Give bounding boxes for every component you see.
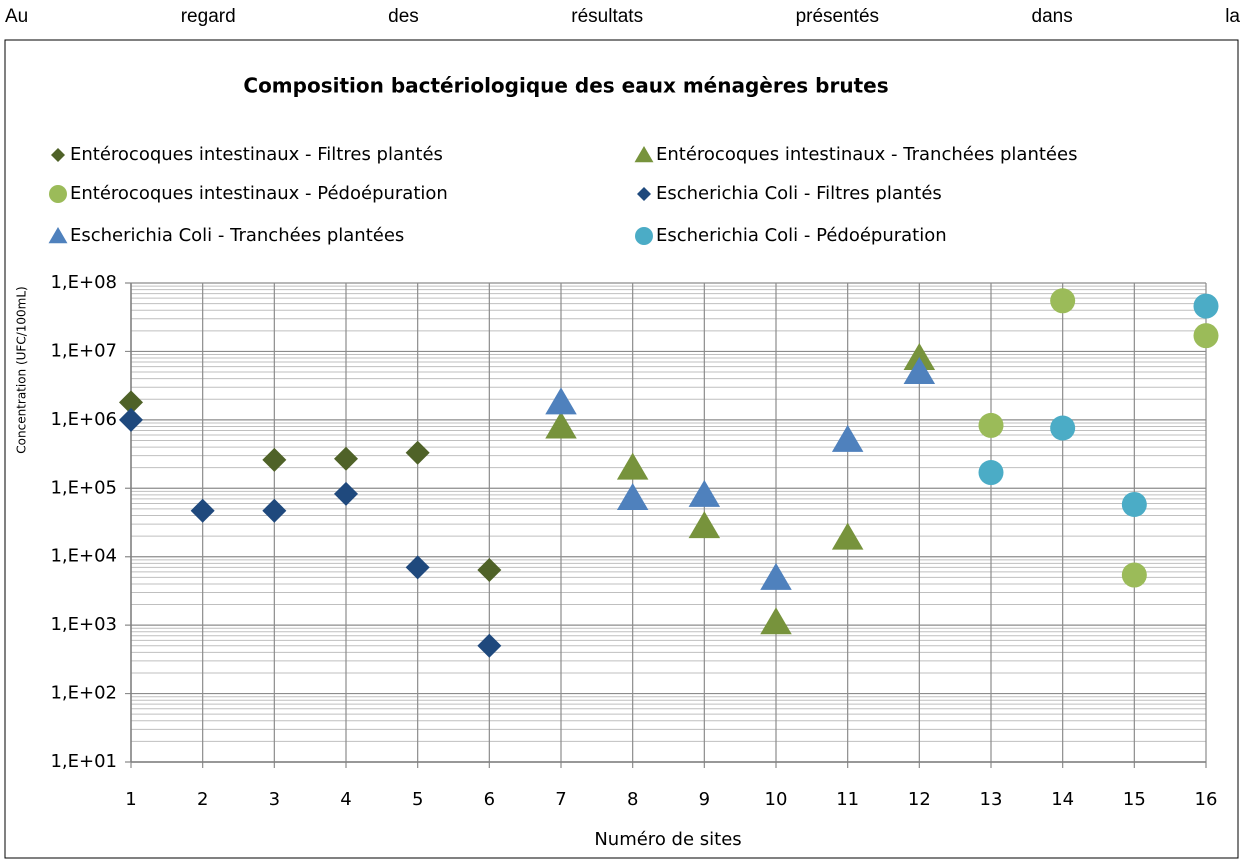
data-point <box>616 483 649 511</box>
legend-marker <box>637 187 651 201</box>
y-tick-label: 1,E+05 <box>50 477 117 498</box>
x-tick-label: 2 <box>197 789 208 810</box>
legend-label: Escherichia Coli - Tranchées plantées <box>70 225 404 246</box>
x-tick-label: 8 <box>627 789 638 810</box>
legend-marker <box>635 227 653 245</box>
data-point <box>1193 293 1219 319</box>
x-tick-label: 16 <box>1195 789 1218 810</box>
x-tick-label: 11 <box>836 789 859 810</box>
data-point <box>477 557 502 582</box>
chart-border <box>4 39 1239 859</box>
data-point <box>831 424 864 452</box>
y-axis-label: Concentration (UFC/100mL) <box>15 286 29 453</box>
x-tick-label: 6 <box>484 789 495 810</box>
legend-label: Escherichia Coli - Pédoépuration <box>656 225 947 246</box>
data-point <box>1193 323 1219 349</box>
x-tick-label: 5 <box>412 789 423 810</box>
legend-marker <box>634 146 654 163</box>
y-tick-label: 1,E+07 <box>50 340 117 361</box>
data-point <box>190 498 215 523</box>
legend-label: Entérocoques intestinaux - Pédoépuration <box>70 183 448 204</box>
x-tick-label: 4 <box>340 789 351 810</box>
data-point <box>334 446 358 471</box>
x-tick-label: 1 <box>125 789 136 810</box>
data-point <box>688 511 721 539</box>
x-tick-label: 15 <box>1123 789 1146 810</box>
data-point <box>903 343 936 371</box>
legend-label: Entérocoques intestinaux - Tranchées pla… <box>656 144 1077 165</box>
data-point <box>262 447 287 472</box>
data-point <box>119 390 143 415</box>
data-point <box>545 387 577 415</box>
data-point <box>262 498 287 523</box>
data-point <box>688 479 721 507</box>
data-point <box>1050 288 1076 314</box>
data-point <box>334 481 358 506</box>
y-tick-label: 1,E+03 <box>50 614 117 635</box>
data-point <box>978 412 1004 438</box>
x-tick-label: 7 <box>555 789 566 810</box>
legend-marker <box>49 185 67 203</box>
x-tick-label: 14 <box>1051 789 1074 810</box>
y-tick-label: 1,E+01 <box>50 751 117 772</box>
data-point <box>903 357 936 385</box>
data-point <box>477 633 502 658</box>
intro-text: Au regard des résultats présentés dans l… <box>5 6 1240 27</box>
data-point <box>405 555 430 580</box>
legend-marker <box>51 148 65 162</box>
x-tick-label: 13 <box>980 789 1003 810</box>
x-tick-label: 9 <box>699 789 710 810</box>
x-tick-label: 10 <box>765 789 788 810</box>
data-point <box>405 440 430 465</box>
data-point <box>545 411 577 439</box>
data-point <box>831 522 864 550</box>
y-tick-label: 1,E+08 <box>50 272 117 293</box>
legend-label: Entérocoques intestinaux - Filtres plant… <box>70 144 443 165</box>
data-point <box>1121 491 1147 517</box>
data-point <box>119 407 143 432</box>
data-point <box>978 460 1004 486</box>
data-point <box>760 562 792 590</box>
data-point <box>1050 415 1076 441</box>
y-tick-label: 1,E+06 <box>50 409 117 430</box>
legend-marker <box>48 227 68 244</box>
x-tick-label: 3 <box>269 789 280 810</box>
legend-label: Escherichia Coli - Filtres plantés <box>656 183 942 204</box>
data-point <box>616 452 649 480</box>
x-tick-label: 12 <box>908 789 931 810</box>
chart-title: Composition bactériologique des eaux mén… <box>243 74 888 98</box>
data-point <box>1121 562 1147 588</box>
data-point <box>760 607 792 635</box>
x-axis-label: Numéro de sites <box>594 829 741 850</box>
y-tick-label: 1,E+02 <box>50 683 117 704</box>
y-tick-label: 1,E+04 <box>50 546 117 567</box>
